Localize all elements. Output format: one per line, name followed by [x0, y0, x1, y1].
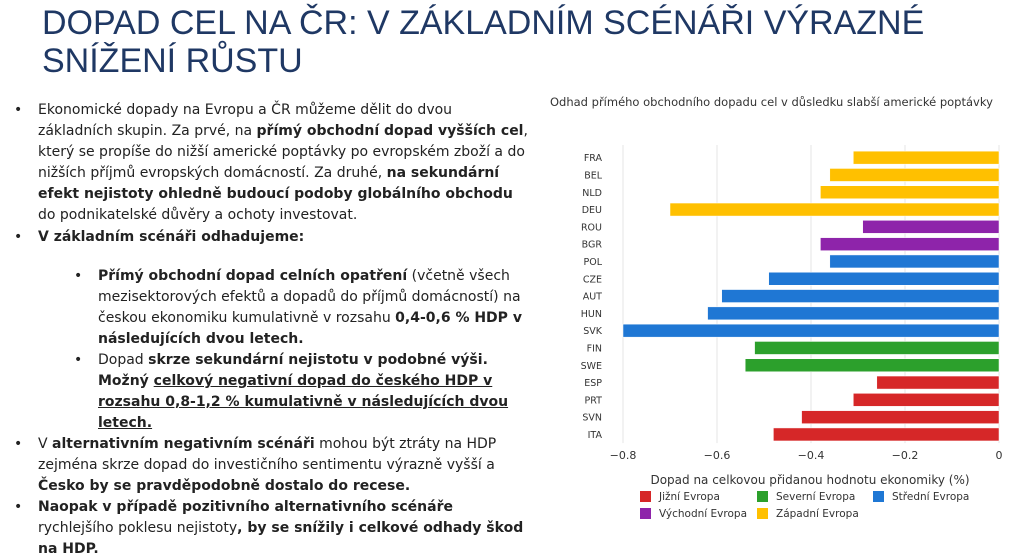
- slide-title: DOPAD CEL NA ČR: V ZÁKLADNÍM SCÉNÁŘI VÝR…: [42, 4, 925, 80]
- legend-label: Západní Evropa: [776, 508, 859, 520]
- bullet-dot: •: [74, 352, 83, 368]
- bar-nld: [820, 185, 1000, 199]
- bullet-2-text: V základním scénáři odhadujeme:: [38, 227, 528, 248]
- y-tick-label: ESP: [584, 378, 602, 389]
- x-axis-label: Dopad na celkovou přidanou hodnotu ekono…: [650, 473, 970, 487]
- bullet-4-text: Dopad skrze sekundární nejistotu v podob…: [98, 350, 528, 434]
- bar-chart: FRA BEL NLD DEU ROU BGR POL CZE AUT HUN SVK FIN SWE E…: [581, 145, 1003, 462]
- y-tick-label: BGR: [582, 240, 603, 251]
- legend-swatch: [757, 491, 768, 502]
- text-run: (včetně všech mezisektorových efektů a d…: [98, 268, 521, 326]
- bar-bgr: [820, 237, 1000, 251]
- text-run-bold: Přímý obchodní dopad celních opatření: [98, 268, 408, 284]
- text-run: rychlejšího poklesu nejistoty: [38, 520, 238, 536]
- legend-label: Střední Evropa: [892, 491, 970, 503]
- bullet-dot: •: [14, 436, 23, 452]
- text-run-bold: Česko by se pravděpodobně dostalo do rec…: [38, 478, 411, 494]
- chart-title: Odhad přímého obchodního dopadu cel v dů…: [550, 95, 993, 109]
- legend-swatch: [640, 491, 651, 502]
- bar-aut: [721, 289, 1000, 303]
- bar-deu: [669, 202, 1000, 217]
- y-tick-label: SVK: [583, 326, 603, 337]
- text-run-bold: na sekundární efekt nejistoty ohledně bu…: [38, 165, 513, 202]
- y-tick-label: HUN: [581, 309, 602, 320]
- y-tick-label: AUT: [583, 292, 602, 303]
- bar-rou: [862, 220, 1000, 234]
- y-tick-label: NLD: [582, 188, 602, 199]
- bullet-dot: •: [14, 499, 23, 515]
- y-tick-label: ITA: [588, 430, 603, 441]
- text-run: , který se propíše do nižší americké pop…: [38, 123, 528, 181]
- y-tick-label: SWE: [581, 361, 602, 372]
- text-run-bold: alternativním negativním scénáři: [52, 436, 315, 452]
- bar-swe: [744, 358, 1000, 372]
- bar-cze: [768, 272, 1000, 286]
- text-run-bold-underlined: celkový negativní dopad do českého HDP v…: [98, 373, 509, 431]
- y-tick-label: BEL: [584, 170, 603, 181]
- legend-swatch: [757, 508, 768, 519]
- bar-ita: [773, 427, 1000, 442]
- text-run-bold: skrze sekundární nejistotu v podobné výš…: [98, 352, 488, 389]
- y-tick-label: PRT: [585, 395, 603, 406]
- text-run-bold: V základním scénáři odhadujeme:: [38, 229, 305, 245]
- y-tick-label: DEU: [582, 205, 602, 216]
- legend-label: Jižní Evropa: [659, 491, 720, 503]
- text-run: do podnikatelské důvěry a ochoty investo…: [38, 207, 358, 223]
- text-run-bold: , by se snížily i celkové odhady škod na…: [38, 520, 524, 557]
- bar-fra: [853, 150, 1000, 165]
- text-run: Dopad: [98, 352, 149, 368]
- x-tick-label: −0.8: [610, 449, 637, 462]
- text-run-bold: 0,4-0,6 % HDP v následujících dvou letec…: [98, 310, 522, 347]
- bullet-dot: •: [74, 268, 83, 284]
- bullet-dot: •: [14, 102, 23, 118]
- x-tick-label: 0: [996, 449, 1003, 462]
- legend-swatch: [640, 508, 651, 519]
- text-run-bold: Naopak v případě pozitivního alternativn…: [38, 499, 453, 515]
- bullet-dot: •: [14, 229, 23, 245]
- y-tick-label: ROU: [581, 222, 602, 233]
- bullet-5-text: V alternativním negativním scénáři mohou…: [38, 434, 528, 497]
- legend-swatch: [873, 491, 884, 502]
- chart-bars: [622, 150, 1000, 442]
- bar-esp: [876, 375, 1000, 390]
- x-tick-label: −0.6: [704, 449, 731, 462]
- text-run: mohou být ztráty na HDP zejména skrze do…: [38, 436, 497, 473]
- legend-item: Jižní Evropa: [640, 491, 720, 503]
- y-tick-label: POL: [584, 257, 603, 268]
- legend-item: Severní Evropa: [757, 491, 855, 503]
- bullet-3-text: Přímý obchodní dopad celních opatření (v…: [98, 266, 528, 350]
- bullet-1-text: Ekonomické dopady na Evropu a ČR můžeme …: [38, 100, 528, 226]
- bar-fin: [754, 341, 1000, 355]
- y-tick-label: SVN: [582, 413, 602, 424]
- chart-x-labels: −0.8 −0.6 −0.4 −0.2 0: [610, 449, 1003, 462]
- legend-item: Východní Evropa: [640, 508, 747, 520]
- bar-prt: [853, 393, 1000, 407]
- y-tick-label: FRA: [584, 153, 603, 164]
- x-tick-label: −0.4: [798, 449, 825, 462]
- legend-label: Severní Evropa: [776, 491, 856, 503]
- text-run: Ekonomické dopady na Evropu a ČR můžeme …: [38, 102, 453, 139]
- x-tick-label: −0.2: [892, 449, 919, 462]
- y-tick-label: CZE: [583, 274, 602, 285]
- text-run: V: [38, 436, 53, 452]
- bar-svk: [622, 323, 1000, 338]
- text-run-bold: přímý obchodní dopad vyšších cel: [256, 123, 524, 139]
- y-tick-label: FIN: [587, 343, 602, 354]
- bar-hun: [707, 306, 1000, 321]
- legend-item: Střední Evropa: [873, 491, 969, 503]
- legend-label: Východní Evropa: [659, 508, 747, 520]
- chart-y-labels: FRA BEL NLD DEU ROU BGR POL CZE AUT HUN SVK FIN SWE E…: [581, 153, 603, 441]
- legend-item: Západní Evropa: [757, 508, 859, 520]
- bar-bel: [829, 168, 1000, 182]
- bar-pol: [829, 254, 1000, 269]
- bar-svn: [801, 410, 1000, 424]
- bullet-6-text: Naopak v případě pozitivního alternativn…: [38, 497, 528, 560]
